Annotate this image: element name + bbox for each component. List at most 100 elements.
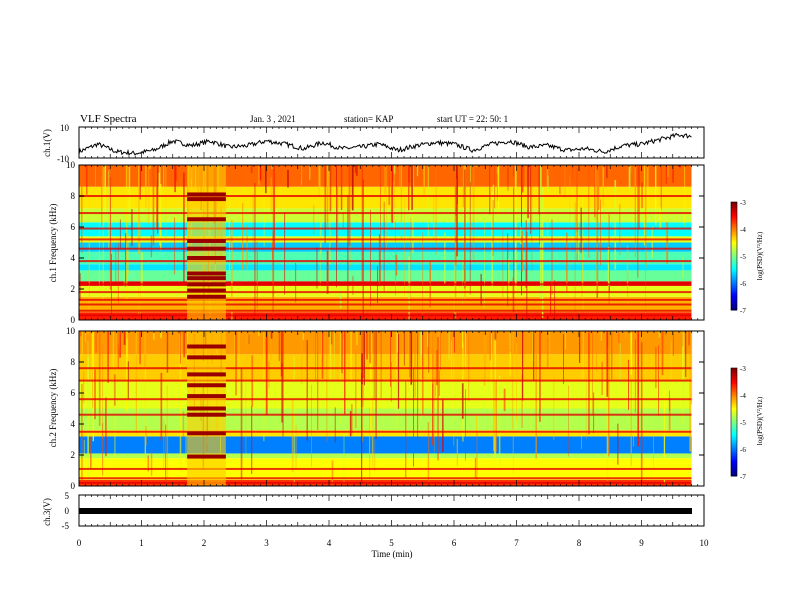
spectrum-streak [594, 165, 596, 220]
spectrum-streak [302, 331, 305, 340]
spectrum-streak [374, 439, 376, 472]
spectrum-streak [663, 398, 665, 415]
spectrum-streak [114, 415, 116, 470]
spectrum-streak [414, 331, 416, 398]
y-tick-label: 6 [71, 222, 76, 232]
colorbar-step [731, 212, 737, 215]
colorbar-step [731, 376, 737, 379]
colorbar-step [731, 298, 737, 301]
colorbar-step [731, 262, 737, 265]
spectrum-streak [659, 207, 662, 230]
spectrum-streak [630, 333, 633, 375]
spectrum-streak [350, 331, 352, 385]
spectrum-streak [489, 165, 491, 215]
spectrum-streak [670, 340, 672, 437]
colorbar-step [731, 258, 737, 261]
spectrum-streak [507, 233, 509, 307]
spectrum-streak [469, 182, 471, 295]
spectrum-line [79, 298, 692, 301]
spectrum-streak [362, 331, 364, 378]
spectrum-streak [602, 165, 604, 206]
colorbar-step [731, 396, 737, 399]
spectrum-streak [125, 165, 128, 301]
spectrum-streak [160, 184, 162, 251]
spectrum-streak [682, 346, 684, 424]
spectrum-streak [438, 331, 440, 368]
spectrum-band [79, 251, 692, 265]
interference-tone [187, 383, 226, 388]
spectrum-streak [416, 165, 419, 177]
spectrum-streak [333, 331, 335, 384]
spectrum-streak [148, 165, 150, 225]
spectrum-streak [153, 331, 155, 340]
colorbar-step [731, 438, 737, 441]
ch1-ytick-top: 10 [60, 123, 70, 133]
spectrum-streak [380, 331, 382, 398]
spectrum-streak [391, 165, 393, 223]
spectrum-line [79, 477, 692, 480]
spectrum-streak [494, 331, 497, 341]
spectrum-streak [348, 165, 351, 246]
colorbar-step [731, 392, 737, 395]
colorbar-step [731, 238, 737, 241]
spectrum-streak [107, 331, 109, 383]
x-tick-label: 1 [139, 538, 144, 548]
spectrum-streak [645, 165, 647, 269]
spectrum-streak [511, 334, 513, 430]
x-tick-label: 2 [202, 538, 207, 548]
spectrum-streak [408, 165, 410, 211]
colorbar-step [731, 406, 737, 409]
spectrum-streak [539, 331, 541, 422]
y-tick-label: 8 [71, 191, 76, 201]
colorbar-step [731, 474, 737, 477]
spectrum-streak [634, 165, 636, 258]
spectrum-streak [420, 331, 422, 357]
spectrum-band [79, 186, 692, 209]
spectrum-streak [228, 194, 230, 274]
interference-tone [187, 394, 226, 399]
colorbar-step [731, 418, 737, 421]
spectrum-streak [380, 166, 381, 282]
spectrum-streak [119, 331, 121, 358]
spectrum-band [79, 380, 692, 409]
spectrum-streak [688, 331, 690, 346]
spectrum-streak [564, 165, 566, 198]
spectrum-streak [309, 165, 311, 180]
spectrum-streak [263, 332, 265, 442]
spectrum-streak [321, 331, 322, 359]
spectrum-streak [115, 243, 117, 283]
spectrum-streak [240, 368, 243, 480]
spectrum-streak [666, 222, 669, 264]
interference-tone [187, 256, 226, 260]
spectrum-streak [95, 165, 96, 204]
colorbar-step [731, 266, 737, 269]
colorbar-step [731, 220, 737, 223]
spectrum-streak [461, 383, 464, 419]
ch1-ytick-bottom: -10 [57, 154, 69, 164]
spectrum-streak [366, 331, 368, 360]
spectrum-streak [509, 331, 511, 350]
spectrum-streak [375, 331, 377, 439]
spectrum-streak [256, 241, 258, 309]
spectrum-streak [183, 331, 186, 358]
spectrum-streak [468, 331, 470, 401]
spectrum-streak [408, 256, 410, 320]
spectrum-band [79, 436, 692, 454]
spectrum-streak [393, 165, 396, 174]
spectrum-streak [326, 250, 329, 294]
spectrum-streak [498, 165, 500, 215]
spectrum-streak [427, 165, 429, 240]
spectrum-streak [465, 331, 467, 370]
spectrum-streak [568, 385, 569, 457]
spectrum-streak [433, 194, 435, 240]
y-tick-label: 10 [66, 160, 76, 170]
colorbar-step [731, 412, 737, 415]
spectrum-streak [493, 340, 495, 452]
spectrum-streak [588, 165, 591, 168]
interference-tone [187, 344, 226, 349]
y-tick-label: 4 [71, 419, 76, 429]
x-tick-label: 0 [77, 538, 82, 548]
spectrum-streak [421, 331, 424, 415]
spectrum-streak [160, 372, 163, 441]
